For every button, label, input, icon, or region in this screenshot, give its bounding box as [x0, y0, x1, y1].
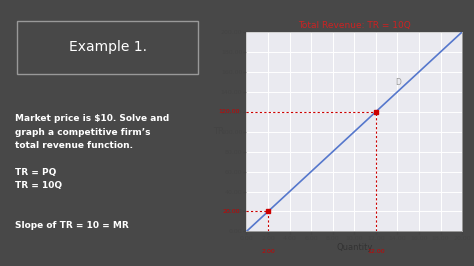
Text: Example 1.: Example 1. — [69, 40, 147, 53]
Text: D: D — [395, 78, 401, 87]
Text: 20.00: 20.00 — [222, 209, 240, 214]
Text: 12.00: 12.00 — [367, 250, 385, 254]
Text: Market price is $10. Solve and
graph a competitive firm’s
total revenue function: Market price is $10. Solve and graph a c… — [15, 114, 169, 150]
Text: 2.00: 2.00 — [261, 250, 275, 254]
Text: Slope of TR = 10 = MR: Slope of TR = 10 = MR — [15, 221, 129, 230]
Title: Total Revenue: TR = 10Q: Total Revenue: TR = 10Q — [298, 21, 410, 30]
FancyBboxPatch shape — [17, 21, 199, 74]
Text: 120.00: 120.00 — [219, 109, 240, 114]
X-axis label: Quantity: Quantity — [336, 243, 373, 252]
Text: TR = PQ
TR = 10Q: TR = PQ TR = 10Q — [15, 168, 62, 190]
Text: TR: TR — [213, 127, 224, 136]
